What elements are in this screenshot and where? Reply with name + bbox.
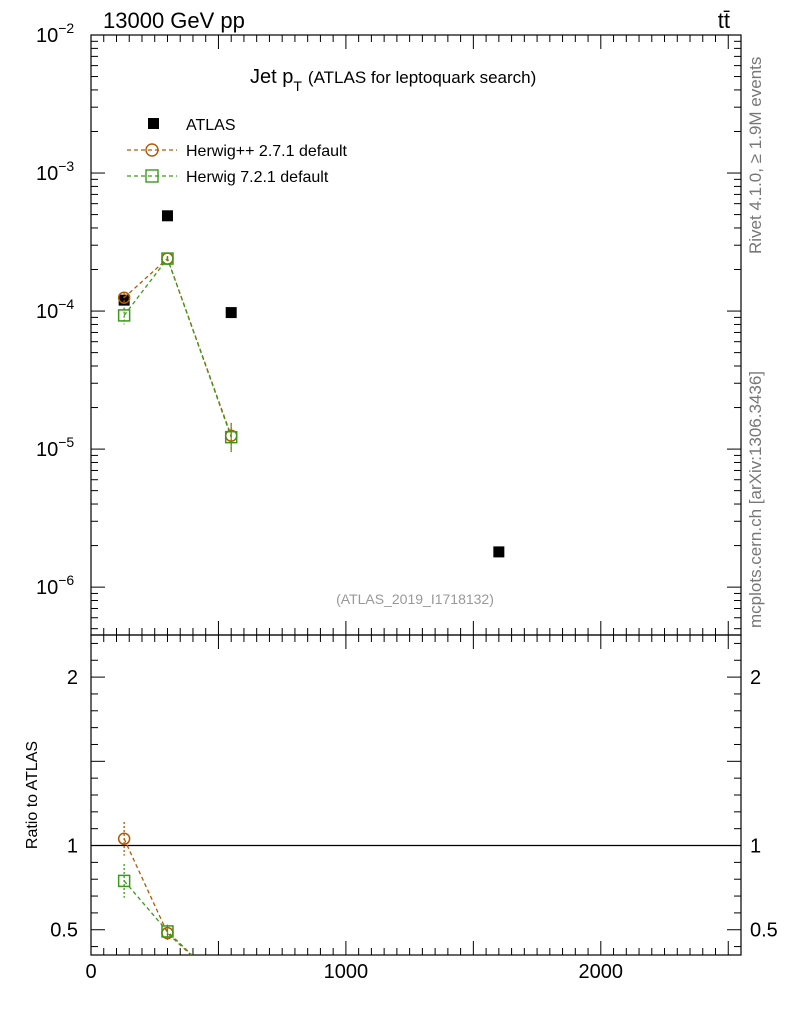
legend-marker-herwig7	[145, 169, 159, 183]
y-tick-label-exponent: −6	[58, 572, 74, 588]
x-tick-label: 1000	[324, 961, 369, 983]
ratio-plot-frame	[90, 634, 742, 956]
data-point-atlas	[118, 294, 130, 306]
y-tick-label-exponent: −2	[58, 20, 74, 36]
analysis-id-label: (ATLAS_2019_I1718132)	[336, 591, 494, 607]
ratio-point-herwig7	[161, 925, 174, 938]
y-tick-label-ratio: 2	[67, 667, 78, 689]
y-tick-label-main: 10−3	[36, 158, 74, 185]
ratio-line-herwigpp	[123, 838, 192, 955]
y-tick-label-ratio: 0.5	[50, 920, 78, 942]
data-point-herwig7	[224, 430, 238, 444]
y-tick-label-exponent: −4	[58, 296, 74, 312]
data-point-herwigpp	[117, 291, 131, 304]
legend-marker-atlas	[148, 118, 159, 129]
y-tick-label-main: 10−5	[36, 434, 74, 461]
rivet-version-label: Rivet 4.1.0, ≥ 1.9M events	[746, 57, 765, 254]
data-point-atlas	[225, 307, 237, 319]
ratio-point-herwig7	[226, 987, 237, 998]
data-point-herwig7	[161, 252, 174, 265]
title-subscript: T	[293, 78, 302, 94]
y-tick-label-exponent: −5	[58, 434, 74, 450]
ratio-y-axis-label: Ratio to ATLAS	[24, 741, 41, 849]
legend-label-herwigpp: Herwig++ 2.7.1 default	[186, 143, 348, 160]
data-point-atlas	[493, 546, 505, 558]
y-tick-label-base: 10	[36, 163, 58, 185]
ratio-point-herwig7	[117, 874, 131, 888]
legend-label-atlas: ATLAS	[186, 117, 236, 134]
y-tick-label-exponent: −3	[58, 158, 74, 174]
title-rest: (ATLAS for leptoquark search)	[308, 68, 536, 87]
x-tick-label: 2000	[579, 961, 624, 983]
plot-title: Jet pT (ATLAS for leptoquark search)	[250, 66, 536, 94]
ratio-line-herwig7	[123, 880, 193, 955]
y-tick-label-base: 10	[36, 577, 58, 599]
main-series-group	[117, 210, 505, 558]
mcplots-label: mcplots.cern.ch [arXiv:1306.3436]	[746, 371, 765, 628]
data-point-herwig7	[117, 309, 131, 322]
y-tick-label-base: 10	[36, 439, 58, 461]
series-line-herwig7	[123, 257, 232, 438]
legend: ATLAS Herwig++ 2.7.1 default Herwig 7.2.…	[127, 117, 348, 186]
series-line-herwigpp	[123, 257, 232, 436]
legend-label-herwig7: Herwig 7.2.1 default	[186, 169, 329, 186]
process-label: tt̄	[718, 8, 730, 33]
legend-marker-herwigpp	[145, 143, 159, 157]
y-tick-label-main: 10−2	[36, 20, 74, 47]
energy-label: 13000 GeV pp	[103, 8, 245, 33]
y-tick-label-ratio-right: 1	[750, 836, 761, 858]
y-tick-label-ratio: 1	[67, 836, 78, 858]
ratio-point-herwigpp	[226, 987, 237, 998]
y-tick-label-main: 10−6	[36, 572, 74, 599]
y-tick-label-base: 10	[36, 301, 58, 323]
ratio-series-group	[117, 821, 237, 998]
y-tick-label-ratio-right: 0.5	[750, 920, 778, 942]
title-main: Jet p	[250, 66, 293, 88]
y-tick-label-main: 10−4	[36, 296, 74, 323]
y-tick-label-base: 10	[36, 25, 58, 47]
ratio-point-herwigpp	[117, 832, 131, 846]
y-tick-label-ratio-right: 2	[750, 667, 761, 689]
data-point-atlas	[161, 210, 173, 222]
x-tick-label: 0	[85, 961, 96, 983]
